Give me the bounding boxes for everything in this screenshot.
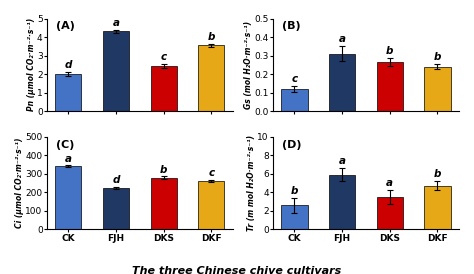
Text: a: a <box>338 156 346 166</box>
Text: a: a <box>112 18 119 28</box>
Text: b: b <box>208 32 215 42</box>
Text: a: a <box>65 154 72 164</box>
Text: b: b <box>291 186 298 196</box>
Text: a: a <box>386 178 393 188</box>
Text: d: d <box>64 60 72 70</box>
Bar <box>55 74 82 111</box>
Bar <box>424 186 451 229</box>
Y-axis label: Gs (mol H₂O·m⁻²·s⁻¹): Gs (mol H₂O·m⁻²·s⁻¹) <box>244 21 253 109</box>
Y-axis label: Tr (m mol H₂O·m⁻²·s⁻¹): Tr (m mol H₂O·m⁻²·s⁻¹) <box>247 135 256 231</box>
Text: b: b <box>434 52 441 62</box>
Bar <box>282 89 308 111</box>
Bar <box>198 181 224 229</box>
Text: c: c <box>208 168 214 178</box>
Text: The three Chinese chive cultivars: The three Chinese chive cultivars <box>132 266 342 274</box>
Bar <box>103 188 129 229</box>
Y-axis label: Ci (μmol CO₂·m⁻²·s⁻¹): Ci (μmol CO₂·m⁻²·s⁻¹) <box>15 138 24 228</box>
Bar <box>329 54 355 111</box>
Bar <box>55 166 82 229</box>
Text: b: b <box>160 165 167 175</box>
Text: (D): (D) <box>282 139 302 150</box>
Bar <box>151 66 177 111</box>
Bar <box>424 67 451 111</box>
Bar <box>377 62 403 111</box>
Bar <box>103 32 129 111</box>
Bar <box>198 45 224 111</box>
Text: d: d <box>112 175 120 185</box>
Text: b: b <box>434 169 441 179</box>
Bar <box>282 205 308 229</box>
Y-axis label: Pn (μmol CO₂·m⁻²·s⁻¹): Pn (μmol CO₂·m⁻²·s⁻¹) <box>27 18 36 112</box>
Text: (C): (C) <box>56 139 74 150</box>
Bar <box>329 175 355 229</box>
Text: (B): (B) <box>282 21 301 31</box>
Bar <box>151 178 177 229</box>
Bar <box>377 197 403 229</box>
Text: c: c <box>292 74 298 84</box>
Text: a: a <box>338 35 346 44</box>
Text: c: c <box>161 52 167 62</box>
Text: (A): (A) <box>56 21 75 31</box>
Text: b: b <box>386 47 393 56</box>
